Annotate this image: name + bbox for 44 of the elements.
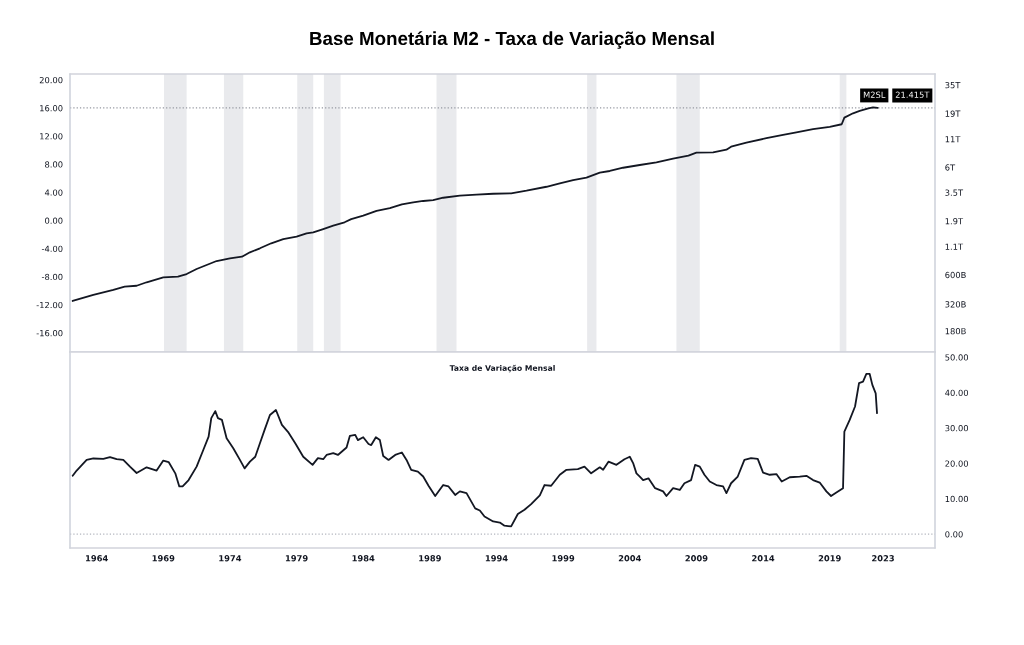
- y2-tick-label: 320B: [945, 301, 966, 308]
- y2-tick-label: 3.5T: [945, 189, 964, 196]
- y2-tick-label: 180B: [945, 328, 966, 335]
- line-series: [71, 373, 878, 528]
- y-tick-label: 20.00: [39, 76, 63, 84]
- x-tick-label: 2023: [872, 555, 894, 562]
- x-tick-label: 1969: [152, 555, 175, 562]
- y2-tick-label: 30.00: [945, 425, 969, 432]
- y2-tick-label: 11T: [945, 136, 961, 143]
- chart-title: Base Monetária M2 - Taxa de Variação Mensal: [310, 31, 714, 49]
- x-tick-label: 1964: [86, 555, 108, 562]
- y2-tick-label: 6T: [945, 164, 956, 171]
- x-tick-label: 1989: [419, 555, 441, 562]
- x-tick-label: 2009: [685, 555, 708, 562]
- x-tick-label: 2019: [818, 555, 841, 562]
- x-tick-label: 1974: [219, 555, 242, 562]
- x-tick-label: 2014: [752, 555, 775, 562]
- y2-tick-label: 1.1T: [945, 243, 964, 250]
- ref-line-label: 21.415T: [895, 91, 930, 98]
- line-series: [71, 106, 879, 302]
- y2-tick-label: 0.00: [945, 531, 963, 538]
- y-tick-label: 0.00: [45, 217, 63, 224]
- y2-tick-label: 35T: [945, 81, 961, 89]
- x-tick-label: 1994: [485, 555, 508, 562]
- series-label: M2SL: [863, 91, 886, 98]
- y-tick-label: 16.00: [40, 105, 63, 112]
- y-tick-label: -4.00: [41, 245, 63, 252]
- y2-tick-label: 20.00: [945, 460, 969, 467]
- x-tick-label: 2004: [618, 555, 641, 562]
- y-tick-label: 12.00: [40, 133, 63, 140]
- y2-tick-label: 600B: [945, 271, 966, 279]
- y-tick-label: -12.00: [36, 301, 63, 309]
- y2-tick-label: 19T: [945, 110, 961, 117]
- y-tick-label: 4.00: [44, 189, 63, 196]
- x-tick-label: 1979: [285, 555, 308, 562]
- y2-tick-label: 40.00: [945, 389, 969, 396]
- y-tick-label: 8.00: [45, 161, 63, 168]
- x-tick-label: 1984: [352, 555, 375, 562]
- y-tick-label: -16.00: [36, 330, 63, 337]
- y2-tick-label: 1.9T: [945, 218, 964, 225]
- x-tick-label: 1999: [552, 555, 575, 562]
- y-tick-label: -8.00: [41, 273, 63, 281]
- y2-tick-label: 10.00: [945, 495, 969, 503]
- y2-tick-label: 50.00: [945, 354, 969, 361]
